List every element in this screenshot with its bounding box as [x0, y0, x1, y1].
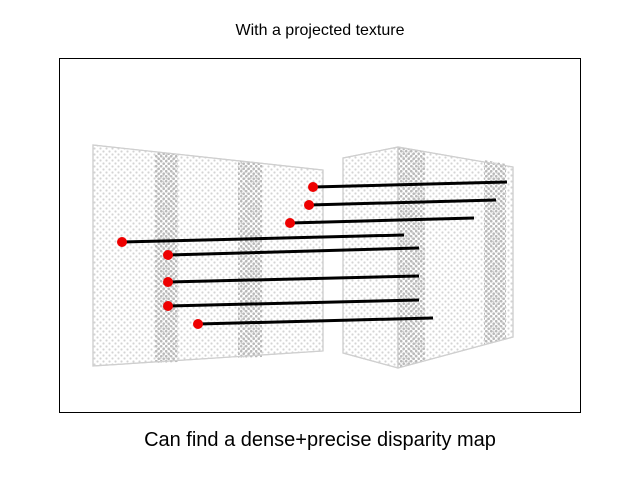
feature-point [163, 250, 173, 260]
match-line [289, 216, 475, 225]
correspondence-lines [121, 180, 508, 326]
right-textured-box [342, 146, 514, 369]
feature-point [304, 200, 314, 210]
match-line [167, 246, 420, 257]
match-line [167, 298, 420, 308]
feature-point [117, 237, 127, 247]
match-line [121, 233, 405, 244]
slide-caption: Can find a dense+precise disparity map [144, 429, 496, 451]
feature-point [308, 182, 318, 192]
feature-point [285, 218, 295, 228]
match-line [167, 274, 420, 284]
feature-point [193, 319, 203, 329]
feature-point [163, 301, 173, 311]
match-line [308, 198, 497, 207]
match-line [197, 316, 434, 326]
match-line [312, 180, 508, 189]
feature-point [163, 277, 173, 287]
slide-title: With a projected texture [235, 22, 405, 39]
left-textured-panel [92, 144, 324, 367]
feature-points [117, 182, 318, 329]
